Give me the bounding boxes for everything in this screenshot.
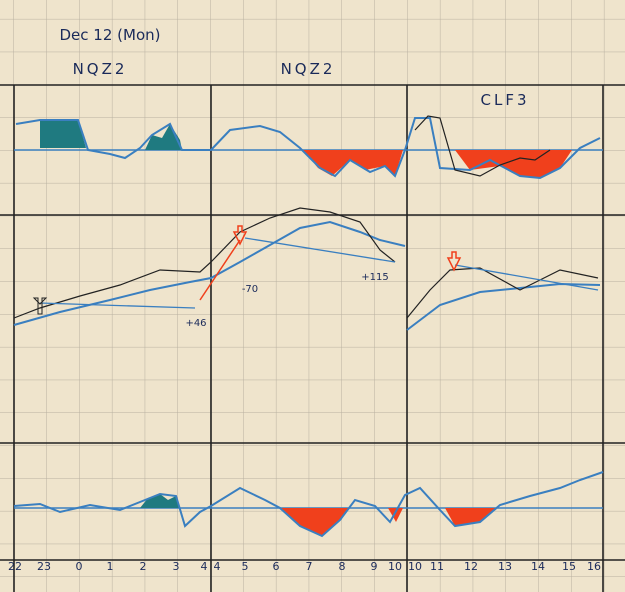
sell-arrow bbox=[446, 251, 462, 272]
line bbox=[13, 207, 396, 319]
trade-line bbox=[199, 239, 241, 301]
line bbox=[13, 220, 406, 326]
x-label: 4 bbox=[201, 560, 208, 573]
red-area bbox=[455, 150, 572, 178]
x-label: 6 bbox=[273, 560, 280, 573]
teal-area bbox=[40, 120, 86, 148]
x-label: 10 bbox=[408, 560, 422, 573]
red-area bbox=[445, 508, 498, 526]
x-label: 12 bbox=[464, 560, 478, 573]
annotation: +46 bbox=[185, 318, 206, 329]
x-label: 7 bbox=[306, 560, 313, 573]
x-labels: 22 23 0 1 2 3 4 4 5 6 7 8 9 10 10 11 12 13 14 15 16 bbox=[8, 560, 601, 573]
red-area bbox=[303, 150, 403, 176]
panel-title: NQZ2 bbox=[281, 60, 336, 78]
x-label: 2 bbox=[140, 560, 147, 573]
x-label: 1 bbox=[107, 560, 114, 573]
x-label: 4 bbox=[214, 560, 221, 573]
x-label: 3 bbox=[173, 560, 180, 573]
x-label: 23 bbox=[37, 560, 51, 573]
x-label: 9 bbox=[371, 560, 378, 573]
annotation: +115 bbox=[361, 272, 388, 283]
x-label: 14 bbox=[531, 560, 545, 573]
line bbox=[406, 267, 599, 319]
x-label: 10 bbox=[388, 560, 402, 573]
x-label: 0 bbox=[76, 560, 83, 573]
trade-line bbox=[39, 302, 196, 309]
x-label: 11 bbox=[430, 560, 444, 573]
red-area bbox=[280, 508, 350, 536]
line bbox=[15, 117, 601, 180]
sell-arrow bbox=[232, 225, 248, 246]
x-label: 5 bbox=[242, 560, 249, 573]
x-label: 16 bbox=[587, 560, 601, 573]
date: Dec 12 (Mon) bbox=[60, 26, 161, 44]
panel-title: CLF3 bbox=[480, 91, 529, 109]
annotation: -70 bbox=[242, 284, 258, 295]
trade-line bbox=[454, 264, 599, 291]
x-label: 22 bbox=[8, 560, 22, 573]
trade-line bbox=[244, 237, 396, 263]
buy-arrow bbox=[32, 297, 48, 315]
red-area bbox=[388, 508, 403, 522]
panel-title: NQZ2 bbox=[73, 60, 128, 78]
x-label: 13 bbox=[498, 560, 512, 573]
x-label: 8 bbox=[339, 560, 346, 573]
line bbox=[414, 115, 551, 177]
x-label: 15 bbox=[562, 560, 576, 573]
line bbox=[13, 471, 604, 538]
